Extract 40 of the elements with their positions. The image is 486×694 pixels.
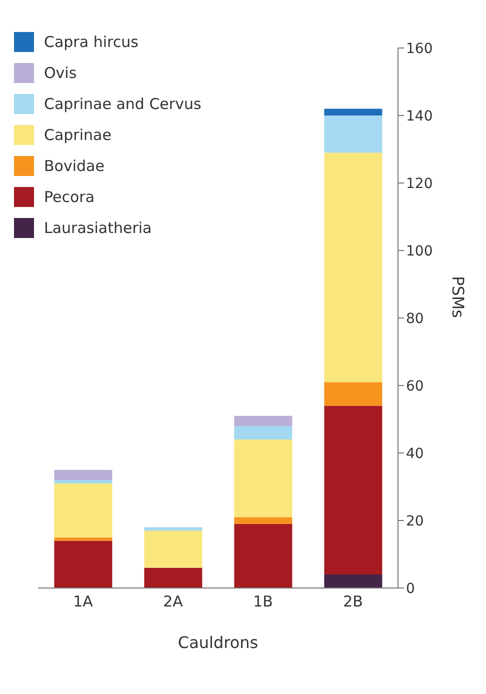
bar <box>324 152 382 382</box>
y-axis-title: PSMs <box>448 276 468 318</box>
y-tick-label: 120 <box>406 176 433 192</box>
legend-label: Caprinae and Cervus <box>44 94 202 112</box>
x-tick-label: 2B <box>343 592 363 611</box>
y-tick-label: 40 <box>406 446 424 462</box>
y-tick-label: 80 <box>406 310 424 327</box>
bar <box>144 530 202 568</box>
bar <box>54 470 112 480</box>
legend-label: Caprinae <box>44 126 112 144</box>
x-tick-label: 2A <box>163 592 184 611</box>
bar <box>54 483 112 538</box>
bar <box>234 416 292 426</box>
bar <box>324 382 382 406</box>
legend-label: Laurasiatheria <box>44 218 152 236</box>
bar <box>324 116 382 153</box>
y-tick-label: 0 <box>406 580 415 597</box>
legend-label: Ovis <box>44 64 77 82</box>
bar <box>234 426 292 440</box>
x-axis-title: Cauldrons <box>178 633 258 652</box>
legend-label: Pecora <box>44 188 95 206</box>
x-tick-label: 1A <box>73 592 94 611</box>
legend-label: Capra hircus <box>44 32 138 50</box>
x-tick-label: 1B <box>253 592 273 611</box>
legend-label: Bovidae <box>44 156 104 174</box>
bar <box>144 568 202 588</box>
bar <box>54 480 112 484</box>
bar <box>234 517 292 524</box>
bar <box>54 540 112 588</box>
y-tick-label: 100 <box>406 243 433 260</box>
bar <box>54 537 112 541</box>
y-tick-label: 20 <box>406 513 424 530</box>
bar <box>234 524 292 588</box>
bar <box>324 108 382 116</box>
bar <box>234 440 292 518</box>
y-tick-label: 140 <box>406 108 433 124</box>
bar <box>324 406 382 574</box>
y-tick-label: 160 <box>406 40 433 57</box>
y-tick-label: 60 <box>406 378 424 394</box>
bar <box>324 574 382 588</box>
